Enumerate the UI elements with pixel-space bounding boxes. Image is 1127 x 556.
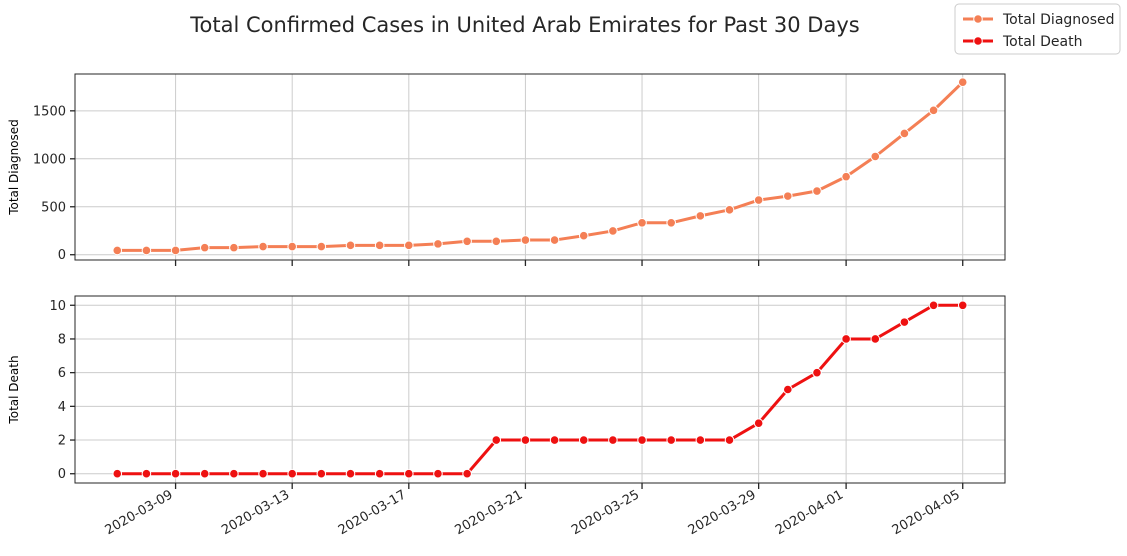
panel-1: 0 500 1000 1500 Total Diagnosed: [7, 73, 1006, 266]
data-point: [608, 435, 618, 445]
legend-label: Total Death: [1002, 34, 1082, 50]
data-point: [433, 239, 443, 249]
data-point: [666, 217, 676, 228]
y-tick-label: 1000: [33, 152, 66, 167]
data-point: [608, 226, 618, 236]
x-tick-label: 2020-04-01: [773, 487, 846, 538]
data-point: [345, 240, 356, 251]
data-point: [637, 435, 647, 445]
x-tick-label: 2020-03-09: [103, 487, 176, 538]
series-line: [117, 303, 963, 476]
y-tick-label: 2: [58, 434, 66, 449]
legend: Total Diagnosed Total Death: [954, 3, 1121, 55]
legend-label: Total Diagnosed: [1002, 12, 1115, 28]
data-point: [549, 235, 560, 245]
data-point: [783, 384, 793, 395]
data-point: [724, 205, 735, 215]
data-point: [374, 240, 385, 251]
data-point: [112, 468, 123, 479]
data-point: [870, 334, 881, 344]
data-point: [141, 245, 152, 256]
data-point: [578, 230, 589, 241]
data-point: [520, 235, 531, 245]
x-tick-label: 2020-03-21: [452, 487, 525, 538]
x-tick-label: 2020-03-29: [686, 487, 759, 538]
data-point: [404, 240, 414, 251]
x-tick-label: 2020-04-05: [890, 487, 963, 538]
data-point: [374, 468, 385, 479]
data-point: [433, 468, 443, 479]
data-point: [578, 435, 589, 445]
data-point: [462, 468, 472, 479]
y-axis-label: Total Diagnosed: [7, 119, 21, 216]
data-point: [170, 468, 181, 479]
data-point: [199, 468, 210, 479]
data-point: [345, 468, 356, 479]
data-point: [753, 418, 764, 428]
data-point: [841, 334, 851, 344]
chart-title: Total Confirmed Cases in United Arab Emi…: [189, 13, 859, 37]
data-point: [928, 105, 939, 116]
x-tick-label: 2020-03-25: [569, 487, 642, 538]
data-point: [753, 195, 764, 205]
data-point: [199, 242, 210, 253]
plot-frame: [74, 295, 1006, 484]
plot-frame: [74, 73, 1006, 261]
data-point: [229, 468, 239, 479]
data-point: [549, 435, 560, 445]
panel-2: 2020-03-09 2020-03-13 2020-03-17 2020-03-21…: [7, 295, 1006, 538]
data-point: [928, 300, 939, 311]
x-tick-label: 2020-03-17: [336, 487, 409, 538]
data-point: [258, 241, 268, 252]
y-tick-label: 10: [49, 299, 66, 314]
legend-marker: [973, 14, 983, 24]
legend-box: [954, 3, 1121, 55]
data-point: [491, 236, 502, 247]
data-point: [695, 435, 706, 445]
data-point: [957, 77, 968, 87]
data-point: [957, 300, 968, 311]
x-tick-label: 2020-03-13: [219, 487, 292, 538]
data-point: [812, 367, 822, 378]
data-point: [520, 435, 531, 445]
data-point: [666, 435, 676, 445]
y-tick-label: 500: [41, 200, 66, 215]
data-point: [287, 468, 297, 479]
y-tick-label: 1500: [33, 104, 66, 119]
series-line: [117, 81, 964, 252]
data-point: [229, 242, 239, 253]
data-point: [899, 128, 910, 139]
y-tick-label: 8: [58, 332, 66, 347]
y-tick-label: 0: [58, 248, 66, 263]
data-point: [258, 468, 268, 479]
legend-item: Total Death: [963, 34, 1082, 50]
data-point: [170, 245, 181, 256]
data-point: [491, 435, 502, 445]
data-point: [812, 186, 822, 196]
data-point: [637, 217, 647, 228]
data-point: [316, 468, 327, 479]
y-tick-label: 6: [58, 366, 66, 381]
y-tick-label: 0: [58, 467, 66, 482]
data-point: [870, 151, 881, 162]
y-axis-label: Total Death: [7, 355, 21, 424]
data-point: [316, 241, 327, 252]
data-point: [112, 245, 123, 256]
data-point: [141, 468, 152, 479]
legend-item: Total Diagnosed: [963, 12, 1115, 28]
data-point: [899, 317, 910, 327]
data-point: [841, 171, 851, 182]
y-tick-label: 4: [58, 400, 66, 415]
data-point: [287, 241, 297, 252]
data-point: [783, 191, 793, 201]
data-point: [695, 211, 706, 221]
data-point: [462, 236, 472, 247]
data-point: [404, 468, 414, 479]
data-point: [724, 435, 735, 445]
legend-marker: [973, 36, 983, 46]
